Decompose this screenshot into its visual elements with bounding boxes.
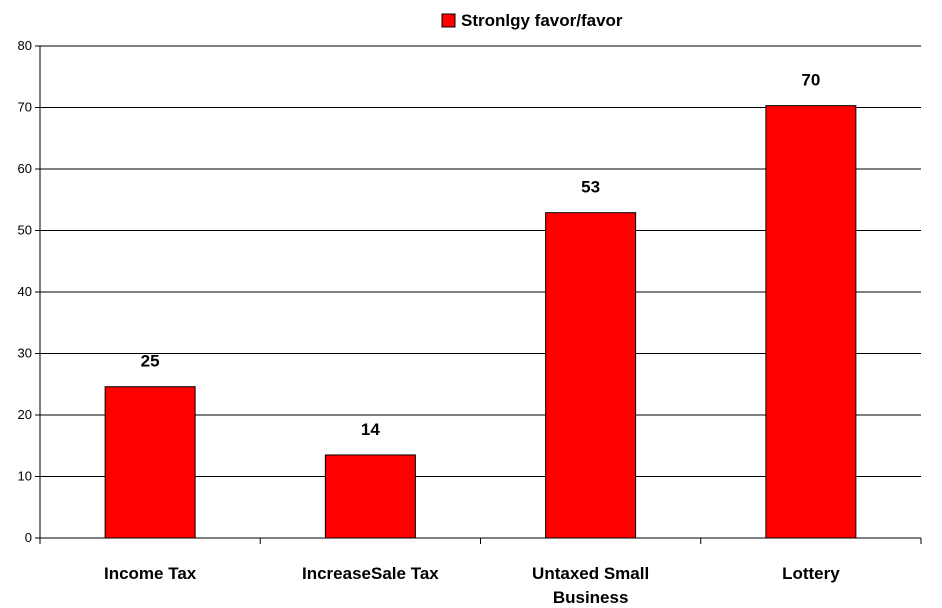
data-label-3: 70 (801, 71, 820, 90)
y-tick-label-40: 40 (18, 284, 32, 299)
bar-1 (324, 454, 416, 539)
bar-2 (545, 212, 637, 539)
bars (104, 105, 857, 539)
data-label-2: 53 (581, 178, 600, 197)
axes (35, 45, 922, 544)
legend-swatch (441, 13, 456, 28)
legend: Stronlgy favor/favor (441, 11, 623, 30)
y-tick-label-60: 60 (18, 161, 32, 176)
y-tick-label-0: 0 (25, 530, 32, 545)
y-tick-label-50: 50 (18, 223, 32, 238)
y-tick-label-30: 30 (18, 346, 32, 361)
legend-label: Stronlgy favor/favor (461, 11, 623, 30)
y-tick-labels: 0 10 20 30 40 50 60 70 80 (18, 38, 32, 545)
x-category-label-2-line-1: Business (553, 588, 629, 607)
bar-0 (104, 386, 196, 539)
x-category-label-3: Lottery (782, 564, 840, 583)
y-tick-label-10: 10 (18, 469, 32, 484)
x-category-label-1: IncreaseSale Tax (302, 564, 439, 583)
x-category-label-2-line-0: Untaxed Small (532, 564, 649, 583)
data-label-0: 25 (141, 352, 160, 371)
bar-3 (765, 105, 857, 539)
x-category-labels: Income Tax IncreaseSale Tax Untaxed Small B… (104, 564, 840, 607)
y-tick-label-70: 70 (18, 100, 32, 115)
data-label-1: 14 (361, 420, 380, 439)
y-tick-label-20: 20 (18, 407, 32, 422)
y-tick-label-80: 80 (18, 38, 32, 53)
data-labels: 25 14 53 70 (141, 71, 821, 439)
x-category-label-0: Income Tax (104, 564, 197, 583)
